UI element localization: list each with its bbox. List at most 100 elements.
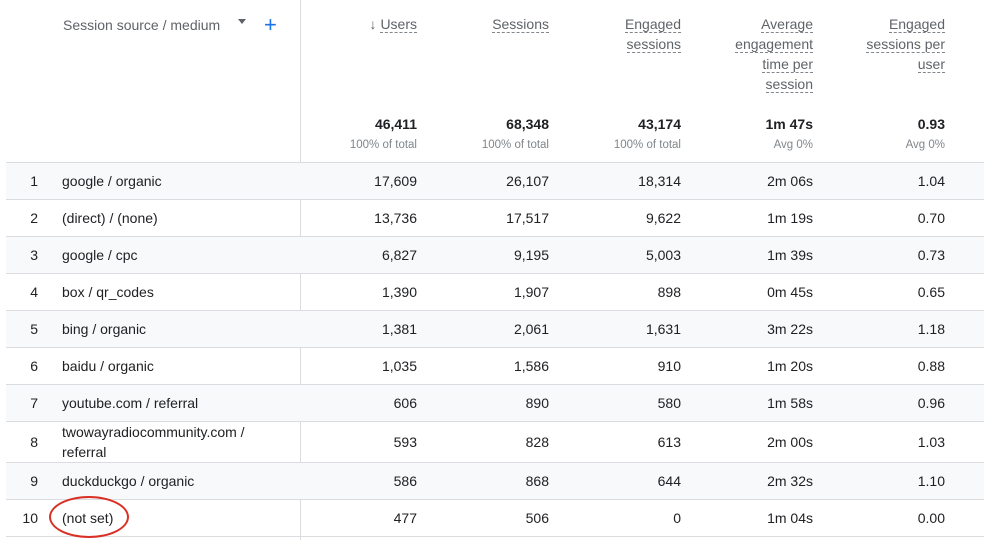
source-medium-cell[interactable]: twowayradiocommunity.com / referral xyxy=(62,422,272,462)
engaged-sessions-cell: 0 xyxy=(566,510,681,526)
engaged-sessions-cell: 580 xyxy=(566,395,681,411)
highlight-circle xyxy=(49,496,129,538)
total-engaged-per-user-sub: Avg 0% xyxy=(826,139,945,151)
column-header-engaged-sessions-per-user[interactable]: Engaged sessions per user xyxy=(830,14,945,74)
total-engaged-sessions-sub: 100% of total xyxy=(566,139,681,151)
users-cell: 13,736 xyxy=(306,210,417,226)
sessions-cell: 2,061 xyxy=(436,321,549,337)
users-cell: 1,381 xyxy=(306,321,417,337)
source-medium-cell[interactable]: box / qr_codes xyxy=(62,282,282,302)
column-header-label: Engaged xyxy=(625,16,681,33)
table-row[interactable]: 5 bing / organic 1,381 2,061 1,631 3m 22… xyxy=(6,311,984,347)
engaged-sessions-cell: 898 xyxy=(566,284,681,300)
total-avg-engagement-time: 1m 47s xyxy=(696,116,813,132)
caret-down-icon[interactable] xyxy=(238,19,246,24)
sessions-cell: 890 xyxy=(436,395,549,411)
row-index: 4 xyxy=(6,284,38,300)
source-medium-cell[interactable]: google / organic xyxy=(62,171,282,191)
source-medium-cell[interactable]: (direct) / (none) xyxy=(62,208,282,228)
avg-engagement-time-cell: 0m 45s xyxy=(696,284,813,300)
users-cell: 1,035 xyxy=(306,358,417,374)
row-index: 8 xyxy=(6,434,38,450)
table-row[interactable]: 9 duckduckgo / organic 586 868 644 2m 32… xyxy=(6,463,984,499)
column-header-label: user xyxy=(918,56,945,73)
column-header-engaged-sessions[interactable]: Engaged sessions xyxy=(580,14,681,54)
row-index: 6 xyxy=(6,358,38,374)
column-header-avg-engagement-time[interactable]: Average engagement time per session xyxy=(700,14,813,94)
dimension-selector[interactable]: Session source / medium xyxy=(63,17,220,33)
table-row[interactable]: 8 twowayradiocommunity.com / referral 59… xyxy=(6,422,984,462)
users-cell: 593 xyxy=(306,434,417,450)
row-index: 3 xyxy=(6,247,38,263)
column-header-label: Sessions xyxy=(492,16,549,33)
avg-engagement-time-cell: 2m 32s xyxy=(696,473,813,489)
column-header-label: sessions per xyxy=(866,36,945,53)
column-header-label: Average xyxy=(761,16,813,33)
engaged-per-user-cell: 0.73 xyxy=(826,247,945,263)
engaged-sessions-cell: 910 xyxy=(566,358,681,374)
engaged-per-user-cell: 0.00 xyxy=(826,510,945,526)
users-cell: 6,827 xyxy=(306,247,417,263)
table-row[interactable]: 1 google / organic 17,609 26,107 18,314 … xyxy=(6,163,984,199)
sort-arrow-icon: ↓ xyxy=(370,16,377,32)
column-header-sessions[interactable]: Sessions xyxy=(450,14,549,34)
table-row[interactable]: 7 youtube.com / referral 606 890 580 1m … xyxy=(6,385,984,421)
sessions-cell: 1,586 xyxy=(436,358,549,374)
column-header-label: Engaged xyxy=(889,16,945,33)
sessions-cell: 828 xyxy=(436,434,549,450)
source-medium-cell[interactable]: bing / organic xyxy=(62,319,282,339)
source-medium-cell[interactable]: google / cpc xyxy=(62,245,282,265)
users-cell: 477 xyxy=(306,510,417,526)
engaged-sessions-cell: 9,622 xyxy=(566,210,681,226)
engaged-sessions-cell: 1,631 xyxy=(566,321,681,337)
total-users-sub: 100% of total xyxy=(306,139,417,151)
users-cell: 586 xyxy=(306,473,417,489)
plus-icon[interactable]: + xyxy=(264,14,277,36)
table-row[interactable]: 2 (direct) / (none) 13,736 17,517 9,622 … xyxy=(6,200,984,236)
table-row[interactable]: 3 google / cpc 6,827 9,195 5,003 1m 39s … xyxy=(6,237,984,273)
row-index: 2 xyxy=(6,210,38,226)
row-index: 5 xyxy=(6,321,38,337)
engaged-per-user-cell: 0.88 xyxy=(826,358,945,374)
engaged-per-user-cell: 1.10 xyxy=(826,473,945,489)
engaged-per-user-cell: 0.96 xyxy=(826,395,945,411)
avg-engagement-time-cell: 3m 22s xyxy=(696,321,813,337)
engaged-sessions-cell: 5,003 xyxy=(566,247,681,263)
source-medium-cell[interactable]: baidu / organic xyxy=(62,356,282,376)
total-avg-engagement-time-sub: Avg 0% xyxy=(696,139,813,151)
column-header-users[interactable]: ↓ Users xyxy=(330,14,417,34)
total-sessions: 68,348 xyxy=(436,116,549,132)
column-header-label: Users xyxy=(380,16,417,33)
users-cell: 606 xyxy=(306,395,417,411)
sessions-cell: 868 xyxy=(436,473,549,489)
avg-engagement-time-cell: 1m 20s xyxy=(696,358,813,374)
avg-engagement-time-cell: 2m 00s xyxy=(696,434,813,450)
engaged-sessions-cell: 644 xyxy=(566,473,681,489)
avg-engagement-time-cell: 2m 06s xyxy=(696,173,813,189)
table-row[interactable]: 4 box / qr_codes 1,390 1,907 898 0m 45s … xyxy=(6,274,984,310)
source-medium-cell[interactable]: duckduckgo / organic xyxy=(62,471,282,491)
row-index: 1 xyxy=(6,173,38,189)
users-cell: 1,390 xyxy=(306,284,417,300)
total-users: 46,411 xyxy=(306,116,417,132)
engaged-per-user-cell: 1.18 xyxy=(826,321,945,337)
sessions-cell: 17,517 xyxy=(436,210,549,226)
row-index: 7 xyxy=(6,395,38,411)
total-sessions-sub: 100% of total xyxy=(436,139,549,151)
table-row[interactable]: 6 baidu / organic 1,035 1,586 910 1m 20s… xyxy=(6,348,984,384)
sessions-cell: 9,195 xyxy=(436,247,549,263)
avg-engagement-time-cell: 1m 58s xyxy=(696,395,813,411)
table-row[interactable]: 10 (not set) 477 506 0 1m 04s 0.00 xyxy=(6,500,984,536)
engaged-per-user-cell: 1.03 xyxy=(826,434,945,450)
sessions-cell: 1,907 xyxy=(436,284,549,300)
row-index: 10 xyxy=(6,510,38,526)
engaged-per-user-cell: 0.65 xyxy=(826,284,945,300)
column-header-label: engagement xyxy=(735,36,813,53)
source-medium-cell[interactable]: youtube.com / referral xyxy=(62,393,282,413)
engaged-sessions-cell: 18,314 xyxy=(566,173,681,189)
sessions-cell: 26,107 xyxy=(436,173,549,189)
users-cell: 17,609 xyxy=(306,173,417,189)
total-engaged-sessions: 43,174 xyxy=(566,116,681,132)
avg-engagement-time-cell: 1m 39s xyxy=(696,247,813,263)
total-engaged-per-user: 0.93 xyxy=(826,116,945,132)
